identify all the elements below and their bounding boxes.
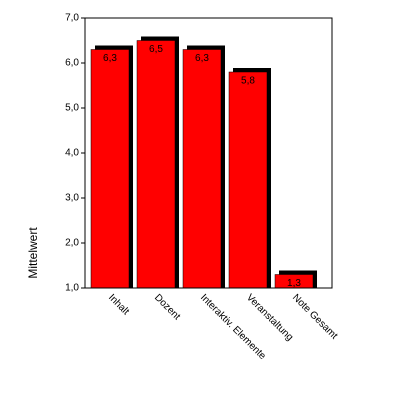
y-tick-label: 7,0 <box>65 13 79 24</box>
x-tick-label: Note Gesamt <box>290 292 340 342</box>
x-tick-label: Inhalt <box>106 292 131 317</box>
y-tick-label: 2,0 <box>65 238 79 249</box>
value-label: 6,3 <box>103 53 117 64</box>
bar <box>136 40 176 289</box>
y-tick-label: 3,0 <box>65 193 79 204</box>
x-tick-label: Dozent <box>152 292 182 322</box>
y-tick-label: 4,0 <box>65 148 79 159</box>
x-tick-label: Veranstaltung <box>244 292 295 343</box>
value-label: 6,5 <box>149 44 163 55</box>
y-axis-label: Mittelwert <box>26 227 40 279</box>
value-label: 5,8 <box>241 76 255 87</box>
bar <box>90 49 130 289</box>
value-label: 1,3 <box>287 278 301 289</box>
y-tick-label: 1,0 <box>65 283 79 294</box>
bar <box>228 71 268 289</box>
y-tick-label: 6,0 <box>65 58 79 69</box>
bar <box>182 49 222 289</box>
y-tick-label: 5,0 <box>65 103 79 114</box>
value-label: 6,3 <box>195 53 209 64</box>
